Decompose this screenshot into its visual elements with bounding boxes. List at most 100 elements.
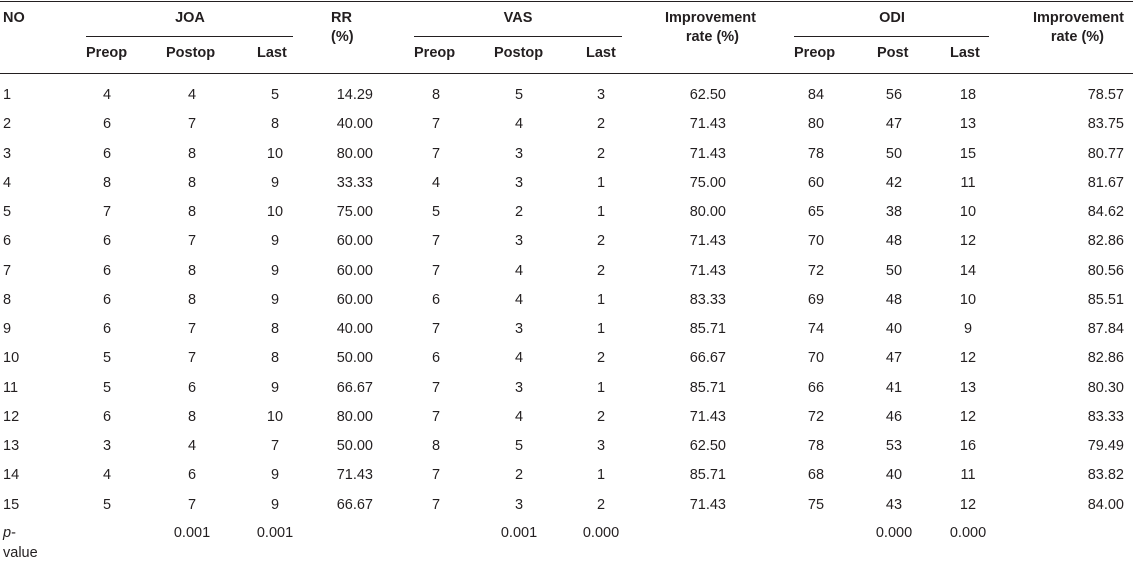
- cell-vas-last: 2: [596, 233, 606, 250]
- header-joa-postop: Postop: [166, 45, 216, 61]
- cell-odi-post: 42: [885, 174, 903, 191]
- cell-no: 3: [3, 145, 12, 162]
- cell-vas-last: 1: [596, 379, 606, 396]
- header-vas: VAS: [503, 10, 533, 26]
- cell-odi-preop: 65: [807, 204, 825, 220]
- cell-joa-preop: 7: [102, 204, 112, 220]
- cell-vas-preop: 4: [431, 174, 441, 191]
- cell-odi-last: 10: [959, 291, 977, 308]
- cell-vas-last: 1: [596, 291, 606, 308]
- cell-no: 4: [3, 174, 12, 191]
- cell-no: 13: [3, 438, 20, 454]
- cell-vas-postop: 4: [514, 408, 524, 425]
- cell-improvement-odi: 78.57: [1087, 87, 1124, 103]
- pvalue-joa-last: 0.001: [256, 525, 294, 541]
- cell-vas-preop: 7: [431, 408, 441, 425]
- cell-odi-post: 47: [885, 116, 903, 133]
- cell-joa-last: 9: [270, 291, 280, 308]
- cell-improvement-odi: 80.77: [1087, 145, 1124, 162]
- cell-joa-postop: 4: [187, 438, 197, 454]
- cell-joa-preop: 5: [102, 496, 112, 513]
- cell-improvement-odi: 82.86: [1087, 233, 1124, 250]
- cell-joa-preop: 6: [102, 262, 112, 279]
- pvalue-odi-post: 0.000: [875, 525, 913, 541]
- header-joa-last: Last: [257, 45, 287, 61]
- pvalue-label-value: value: [3, 545, 38, 561]
- cell-odi-last: 15: [959, 145, 977, 162]
- cell-no: 11: [3, 379, 19, 396]
- cell-rr: 60.00: [336, 262, 373, 279]
- pvalue-vas-postop: 0.001: [500, 525, 538, 541]
- cell-improvement-vas: 71.43: [689, 496, 726, 513]
- cell-joa-last: 9: [270, 233, 280, 250]
- cell-vas-preop: 7: [431, 116, 441, 133]
- cell-joa-preop: 3: [102, 438, 112, 454]
- cell-improvement-vas: 66.67: [689, 350, 726, 367]
- cell-vas-postop: 2: [514, 467, 524, 484]
- cell-odi-last: 12: [959, 408, 977, 425]
- cell-improvement-vas: 85.71: [689, 467, 726, 484]
- cell-joa-postop: 8: [187, 145, 197, 162]
- cell-odi-preop: 60: [807, 174, 825, 191]
- cell-odi-preop: 70: [807, 350, 825, 367]
- odi-group-rule: [794, 36, 989, 37]
- cell-rr: 80.00: [336, 145, 373, 162]
- cell-vas-preop: 7: [431, 145, 441, 162]
- cell-rr: 66.67: [336, 496, 373, 513]
- pvalue-label-dash: -: [11, 525, 16, 541]
- header-joa: JOA: [175, 10, 205, 26]
- cell-no: 7: [3, 262, 12, 279]
- cell-odi-post: 48: [885, 233, 903, 250]
- cell-odi-post: 38: [885, 204, 903, 220]
- cell-odi-post: 48: [885, 291, 903, 308]
- cell-vas-last: 2: [596, 350, 606, 367]
- table-top-rule: [0, 1, 1133, 2]
- cell-rr: 40.00: [336, 321, 373, 337]
- cell-vas-preop: 6: [431, 291, 441, 308]
- cell-joa-postop: 7: [187, 233, 197, 250]
- cell-odi-preop: 78: [807, 438, 825, 454]
- cell-vas-postop: 3: [514, 174, 524, 191]
- cell-vas-preop: 7: [431, 379, 441, 396]
- cell-vas-postop: 3: [514, 321, 524, 337]
- cell-joa-preop: 5: [102, 379, 112, 396]
- cell-joa-postop: 7: [187, 116, 197, 133]
- cell-odi-preop: 72: [807, 262, 825, 279]
- cell-odi-preop: 70: [807, 233, 825, 250]
- cell-rr: 80.00: [336, 408, 373, 425]
- pvalue-vas-last: 0.000: [582, 525, 620, 541]
- cell-improvement-odi: 81.67: [1087, 174, 1124, 191]
- cell-no: 9: [3, 321, 12, 337]
- cell-joa-preop: 6: [102, 321, 112, 337]
- cell-improvement-odi: 80.56: [1087, 262, 1124, 279]
- cell-joa-postop: 8: [187, 262, 197, 279]
- cell-joa-preop: 5: [102, 350, 112, 367]
- cell-odi-last: 11: [960, 467, 976, 484]
- cell-no: 8: [3, 291, 12, 308]
- cell-joa-last: 10: [266, 408, 284, 425]
- header-improvement-odi-line1: Improvement: [1032, 10, 1124, 26]
- cell-improvement-vas: 62.50: [689, 87, 726, 103]
- cell-vas-preop: 7: [431, 496, 441, 513]
- cell-odi-preop: 80: [807, 116, 825, 133]
- cell-joa-postop: 8: [187, 291, 197, 308]
- header-no: NO: [3, 10, 25, 26]
- header-odi-last: Last: [950, 45, 980, 61]
- cell-joa-postop: 4: [187, 87, 197, 103]
- cell-joa-last: 8: [270, 321, 280, 337]
- cell-rr: 33.33: [336, 174, 373, 191]
- cell-joa-postop: 7: [187, 350, 197, 367]
- cell-vas-postop: 3: [514, 496, 524, 513]
- cell-odi-preop: 68: [807, 467, 825, 484]
- cell-odi-last: 12: [959, 233, 977, 250]
- cell-vas-last: 2: [596, 116, 606, 133]
- cell-rr: 75.00: [336, 204, 373, 220]
- cell-vas-preop: 7: [431, 233, 441, 250]
- cell-odi-last: 18: [959, 87, 977, 103]
- cell-odi-preop: 69: [807, 291, 825, 308]
- cell-vas-last: 2: [596, 262, 606, 279]
- cell-joa-postop: 6: [187, 379, 197, 396]
- cell-odi-preop: 66: [807, 379, 825, 396]
- cell-vas-last: 3: [596, 87, 606, 103]
- header-vas-preop: Preop: [414, 45, 456, 61]
